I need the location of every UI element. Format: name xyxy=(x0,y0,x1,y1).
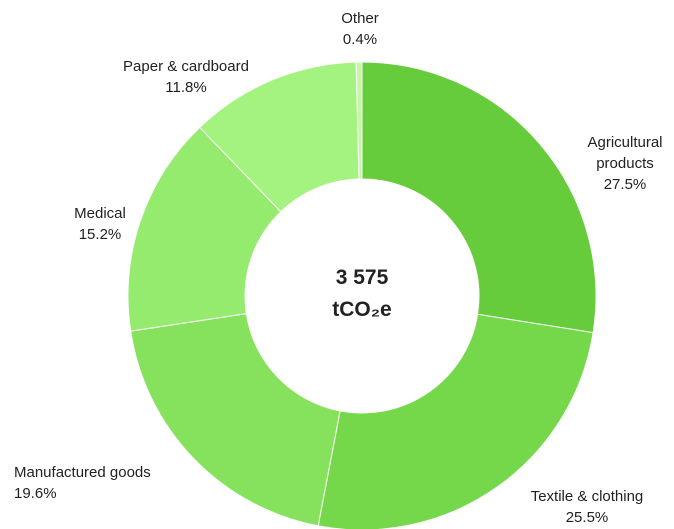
label-medical: Medical 15.2% xyxy=(55,203,145,245)
label-paper-line1: Paper & cardboard xyxy=(123,58,249,75)
label-medical-line1: Medical xyxy=(74,205,126,222)
label-textile-line1: Textile & clothing xyxy=(530,488,644,505)
label-agricultural-products: Agricultural products 27.5% xyxy=(565,132,674,195)
donut-slice-medical xyxy=(127,126,282,332)
label-agricultural-line1: Agricultural xyxy=(587,134,663,151)
value-agricultural-products: 27.5% xyxy=(603,176,647,193)
value-other: 0.4% xyxy=(342,31,378,48)
value-manufactured-goods: 19.6% xyxy=(14,485,57,502)
label-other-line1: Other xyxy=(341,10,379,27)
donut-slice-manufactured-goods xyxy=(130,313,341,527)
label-manufactured-goods: Manufactured goods 19.6% xyxy=(14,462,214,504)
label-agricultural-line2: products xyxy=(596,155,654,172)
label-paper-cardboard: Paper & cardboard 11.8% xyxy=(96,56,276,98)
value-paper-cardboard: 11.8% xyxy=(165,79,207,96)
donut-slice-agricultural-products xyxy=(361,61,597,334)
label-textile-clothing: Textile & clothing 25.5% xyxy=(508,486,666,528)
label-other: Other 0.4% xyxy=(317,8,403,50)
value-medical: 15.2% xyxy=(78,226,122,243)
center-total: 3 575 tCO₂e xyxy=(262,266,462,322)
center-total-value: 3 575 xyxy=(335,266,389,289)
value-textile-clothing: 25.5% xyxy=(565,509,609,526)
label-manufactured-line1: Manufactured goods xyxy=(14,464,151,481)
donut-slice-other xyxy=(355,61,363,180)
donut-slice-textile-clothing xyxy=(317,313,594,529)
center-total-unit: tCO₂e xyxy=(332,298,392,321)
